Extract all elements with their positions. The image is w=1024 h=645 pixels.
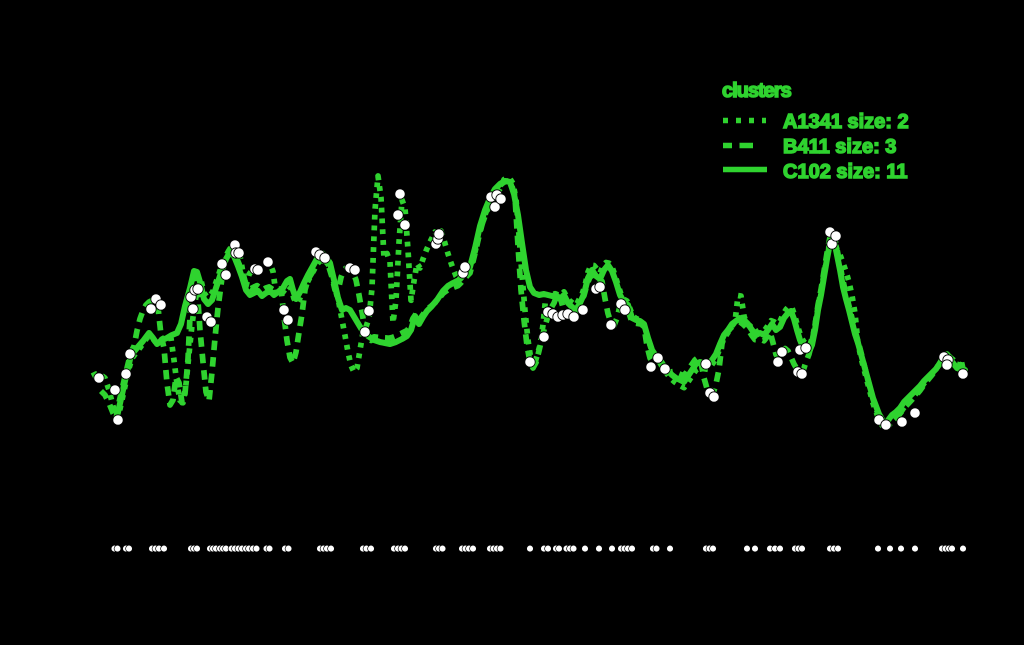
svg-text:clusters: clusters — [722, 80, 792, 102]
svg-text:A1341 size: 2: A1341 size: 2 — [783, 111, 909, 133]
svg-text:B411 size: 3: B411 size: 3 — [783, 136, 896, 158]
svg-text:C102 size: 11: C102 size: 11 — [783, 161, 908, 183]
